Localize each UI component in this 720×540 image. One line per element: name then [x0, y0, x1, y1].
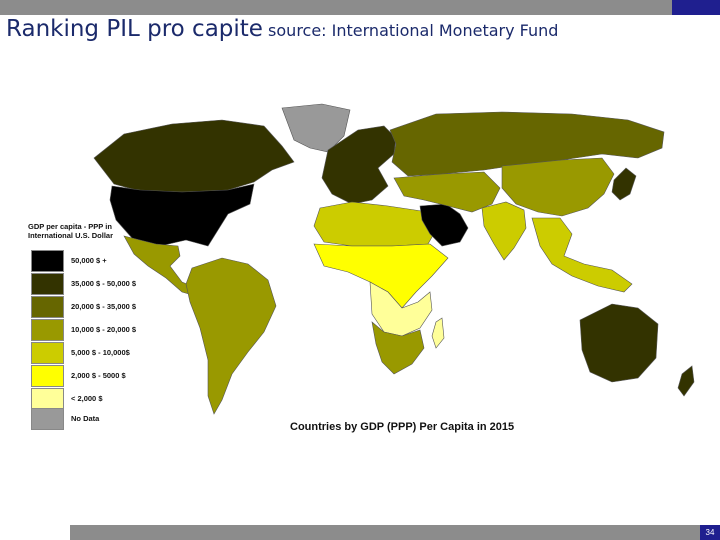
region-india	[481, 201, 527, 261]
region-greenland	[281, 103, 351, 153]
legend-item: 20,000 $ - 35,000 $	[31, 296, 171, 318]
region-sub-saharan-africa	[313, 243, 449, 309]
map-legend: GDP per capita - PPP in International U.…	[28, 222, 168, 430]
legend-label: 20,000 $ - 35,000 $	[71, 302, 137, 311]
region-australia	[579, 303, 659, 383]
legend-swatch	[31, 342, 64, 364]
region-canada	[93, 119, 295, 193]
legend-label: No Data	[71, 414, 100, 423]
region-europe	[321, 125, 397, 205]
region-usa	[109, 183, 255, 247]
region-new-zealand	[677, 365, 695, 397]
legend-item: No Data	[31, 408, 171, 430]
legend-label: 50,000 $ +	[71, 256, 107, 265]
world-map	[93, 103, 695, 415]
legend-swatch	[31, 250, 64, 272]
legend-item: 2,000 $ - 5000 $	[31, 365, 171, 387]
region-south-america	[185, 257, 277, 415]
legend-label: 2,000 $ - 5000 $	[71, 371, 126, 380]
top-bar	[0, 0, 720, 15]
legend-label: < 2,000 $	[71, 394, 103, 403]
top-bar-accent	[672, 0, 720, 15]
region-china	[501, 157, 615, 217]
world-map-panel	[32, 96, 714, 444]
legend-swatch	[31, 408, 64, 430]
legend-swatch	[31, 319, 64, 341]
region-southern-africa	[371, 321, 425, 375]
page-number: 34	[705, 528, 715, 537]
region-madagascar	[431, 317, 445, 349]
region-central-africa	[369, 281, 433, 337]
slide-title-source: source: International Monetary Fund	[268, 21, 559, 40]
region-southeast-asia	[531, 217, 633, 293]
legend-item: 35,000 $ - 50,000 $	[31, 273, 171, 295]
legend-item: 10,000 $ - 20,000 $	[31, 319, 171, 341]
legend-label: 10,000 $ - 20,000 $	[71, 325, 137, 334]
legend-swatch	[31, 388, 64, 410]
region-japan-korea	[611, 167, 637, 201]
region-arabian-peninsula	[419, 203, 469, 247]
legend-item: < 2,000 $	[31, 388, 171, 410]
map-caption: Countries by GDP (PPP) Per Capita in 201…	[290, 421, 515, 433]
legend-item: 50,000 $ +	[31, 250, 171, 272]
region-russia	[389, 111, 665, 177]
legend-swatch	[31, 296, 64, 318]
region-middle-east-central-asia	[393, 171, 501, 213]
slide-title: Ranking PIL pro capite source: Internati…	[6, 16, 558, 42]
legend-swatch	[31, 273, 64, 295]
legend-item: 5,000 $ - 10,000$	[31, 342, 171, 364]
bottom-bar-accent	[700, 525, 720, 540]
bottom-bar	[70, 525, 700, 540]
legend-label: 35,000 $ - 50,000 $	[71, 279, 137, 288]
top-bar-grey	[0, 0, 672, 15]
legend-title: GDP per capita - PPP in International U.…	[28, 222, 114, 240]
slide-title-main: Ranking PIL pro capite	[6, 16, 263, 42]
legend-label: 5,000 $ - 10,000$	[71, 348, 130, 357]
legend-swatch	[31, 365, 64, 387]
region-north-africa	[313, 201, 437, 247]
